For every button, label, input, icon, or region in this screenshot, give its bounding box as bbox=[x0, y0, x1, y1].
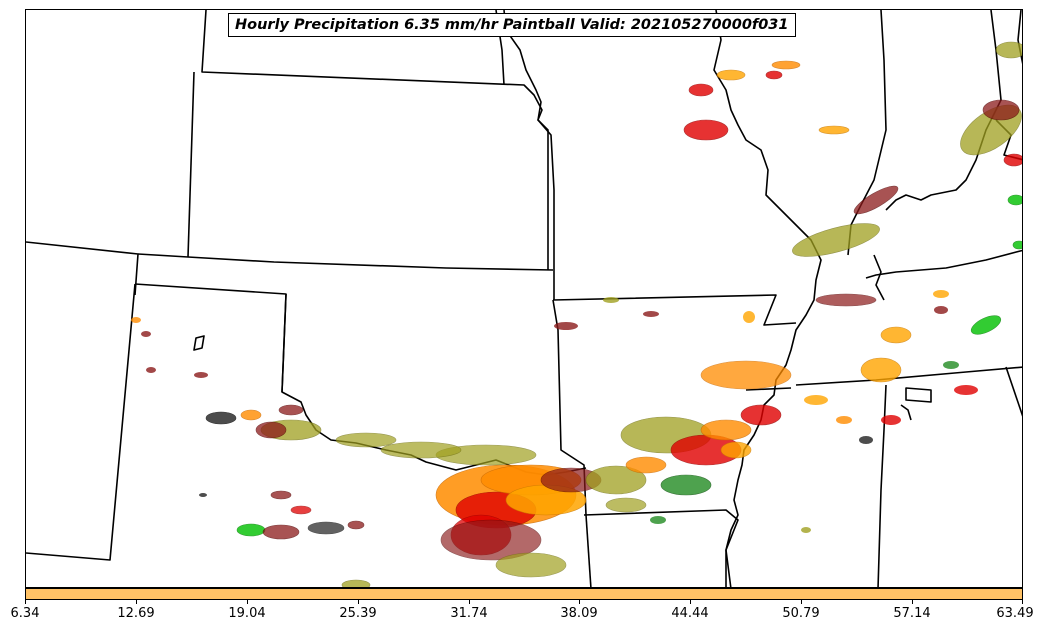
colorbar-tick bbox=[912, 600, 913, 604]
map-canvas bbox=[26, 10, 1022, 587]
colorbar-tick bbox=[801, 600, 802, 604]
colorbar-tick-label: 38.09 bbox=[560, 606, 598, 621]
state-borders bbox=[26, 10, 1022, 587]
colorbar-tick-label: 19.04 bbox=[228, 606, 266, 621]
colorbar-tick bbox=[247, 600, 248, 604]
colorbar bbox=[25, 588, 1023, 600]
colorbar-tick-label: 25.39 bbox=[339, 606, 377, 621]
colorbar-tick bbox=[690, 600, 691, 604]
paintball-precip-contours bbox=[131, 41, 1022, 587]
colorbar-tick-label: 57.14 bbox=[893, 606, 931, 621]
colorbar-tick-label: 63.49 bbox=[996, 606, 1034, 621]
colorbar-tick bbox=[358, 600, 359, 604]
colorbar-tick-label: 12.69 bbox=[117, 606, 155, 621]
map-frame bbox=[25, 9, 1023, 588]
colorbar-tick bbox=[1022, 600, 1023, 604]
colorbar-tick bbox=[136, 600, 137, 604]
colorbar-tick bbox=[469, 600, 470, 604]
colorbar-tick bbox=[579, 600, 580, 604]
colorbar-tick bbox=[25, 600, 26, 604]
colorbar-tick-label: 31.74 bbox=[450, 606, 488, 621]
colorbar-tick-label: 44.44 bbox=[671, 606, 709, 621]
colorbar-tick-label: 50.79 bbox=[782, 606, 820, 621]
map-title: Hourly Precipitation 6.35 mm/hr Paintbal… bbox=[228, 13, 796, 37]
colorbar-tick-label: 6.34 bbox=[10, 606, 40, 621]
